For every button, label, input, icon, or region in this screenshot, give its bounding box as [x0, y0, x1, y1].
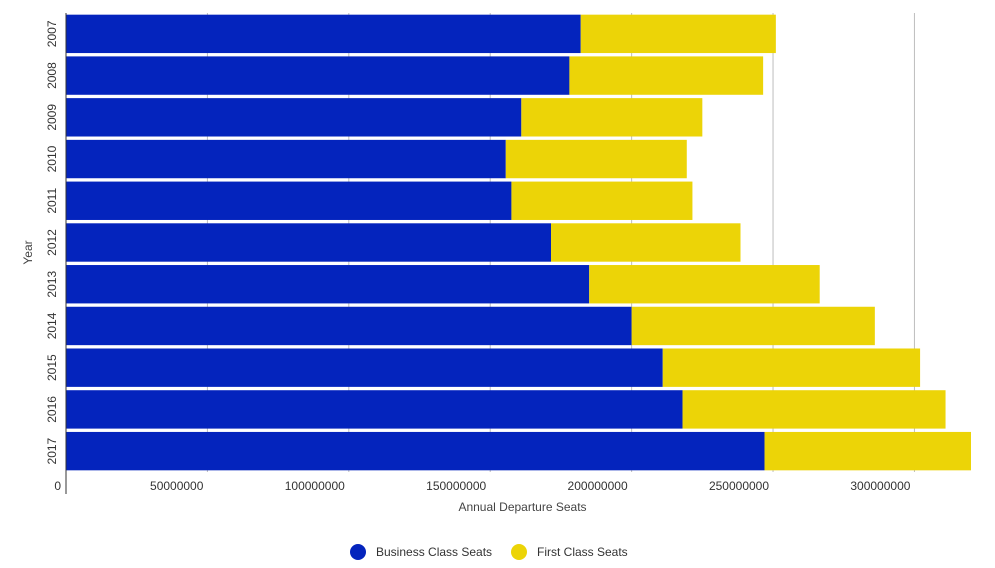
- bar-business-2008: [66, 56, 570, 95]
- bar-business-2009: [66, 98, 522, 137]
- bar-first-2012: [551, 223, 741, 262]
- bar-first-2013: [589, 265, 820, 304]
- y-tick-label: 2010: [45, 145, 59, 172]
- x-tick-label: 100000000: [285, 479, 345, 493]
- y-tick-label: 2013: [45, 271, 59, 298]
- bar-first-2011: [511, 181, 693, 220]
- bar-first-2017: [764, 431, 971, 471]
- legend-swatch: [511, 544, 527, 560]
- legend-label: First Class Seats: [537, 545, 628, 559]
- y-axis-title: Year: [21, 240, 35, 264]
- bar-business-2016: [66, 390, 683, 429]
- x-axis-ticks: 0 50000000 100000000 150000000 200000000 2500…: [54, 479, 910, 493]
- bar-first-2016: [682, 390, 946, 429]
- bar-first-2009: [521, 98, 703, 137]
- y-tick-label: 2012: [45, 229, 59, 256]
- x-tick-label: 0: [54, 479, 61, 493]
- y-tick-label: 2016: [45, 396, 59, 423]
- x-tick-label: 150000000: [426, 479, 486, 493]
- bar-business-2015: [66, 348, 663, 387]
- bar-business-2007: [66, 14, 581, 54]
- y-tick-label: 2015: [45, 354, 59, 381]
- x-axis-title: Annual Departure Seats: [458, 500, 586, 514]
- legend: Business Class Seats First Class Seats: [350, 544, 628, 560]
- bar-business-2013: [66, 265, 590, 304]
- x-tick-label: 200000000: [568, 479, 628, 493]
- bar-first-2008: [569, 56, 764, 95]
- bar-business-2014: [66, 306, 632, 346]
- x-tick-label: 250000000: [709, 479, 769, 493]
- x-tick-label: 300000000: [850, 479, 910, 493]
- x-tick-label: 50000000: [150, 479, 204, 493]
- bar-first-2010: [505, 139, 687, 179]
- bar-first-2014: [631, 306, 875, 346]
- legend-swatch: [350, 544, 366, 560]
- bar-first-2007: [580, 14, 776, 54]
- legend-label: Business Class Seats: [376, 545, 492, 559]
- bar-business-2012: [66, 223, 552, 262]
- bars: [66, 14, 971, 471]
- y-axis-ticks: 2007 2008 2009 2010 2011 2012 2013 2014 2015 2016…: [45, 20, 59, 464]
- bar-first-2015: [662, 348, 921, 387]
- y-tick-label: 2014: [45, 312, 59, 339]
- bar-business-2017: [66, 431, 765, 471]
- y-tick-label: 2007: [45, 20, 59, 47]
- y-tick-label: 2017: [45, 437, 59, 464]
- bar-business-2010: [66, 139, 506, 179]
- y-tick-label: 2009: [45, 104, 59, 131]
- y-tick-label: 2008: [45, 62, 59, 89]
- bar-business-2011: [66, 181, 512, 220]
- y-tick-label: 2011: [45, 188, 59, 214]
